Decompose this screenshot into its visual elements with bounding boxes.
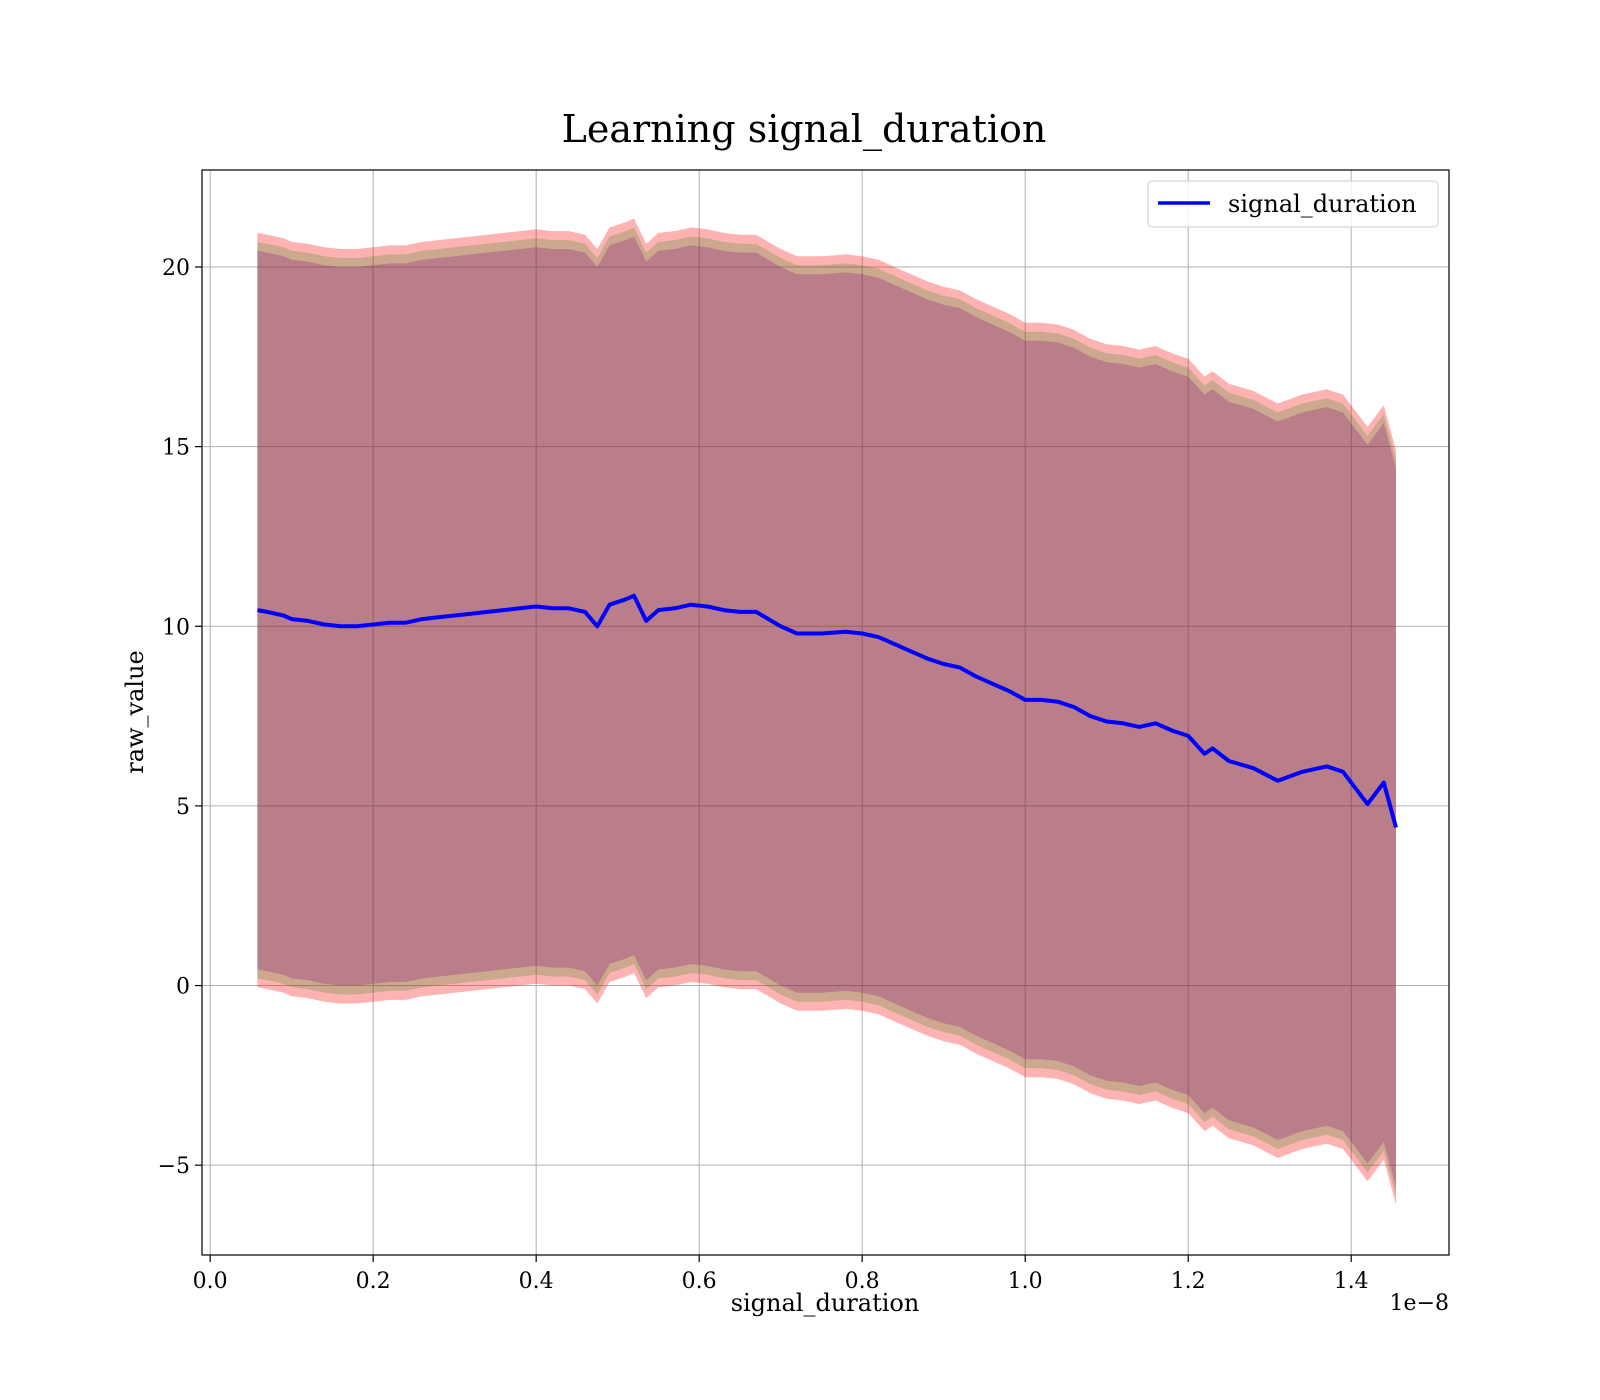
x-tick-label: 0.0 [193, 1269, 228, 1294]
x-axis-ticks: 0.0 0.2 0.4 0.6 0.8 1.0 1.2 1.4 [193, 1255, 1369, 1294]
x-tick-label: 1.4 [1334, 1269, 1369, 1294]
x-tick-label: 0.4 [519, 1269, 554, 1294]
x-tick-label: 1.0 [1008, 1269, 1043, 1294]
series-lines [257, 593, 1398, 829]
x-tick-label: 0.2 [356, 1269, 391, 1294]
legend: signal_duration [1147, 180, 1439, 228]
chart-title: Learning signal_duration [562, 107, 1047, 152]
y-tick-label: 15 [162, 436, 190, 461]
band-area [257, 236, 1396, 1187]
y-tick-label: 5 [176, 795, 190, 820]
x-tick-label: 0.8 [845, 1269, 880, 1294]
y-axis-ticks: −5 0 5 10 15 20 [158, 256, 202, 1179]
x-axis-label: signal_duration [731, 1289, 920, 1317]
axes-frame [201, 169, 1450, 1256]
x-tick-label: 0.6 [682, 1269, 717, 1294]
y-tick-label: 10 [162, 615, 190, 640]
series-line-signal-duration [257, 593, 1398, 829]
x-axis-offset-label: 1e−8 [1390, 1291, 1449, 1316]
confidence-bands [257, 218, 1396, 1205]
band-area [257, 218, 1396, 1205]
grid [202, 170, 1449, 1255]
y-tick-label: 0 [176, 975, 190, 1000]
x-tick-label: 1.2 [1171, 1269, 1206, 1294]
legend-entry-signal-duration: signal_duration [1228, 190, 1417, 218]
y-axis-label: raw_value [121, 650, 149, 774]
y-tick-label: −5 [158, 1154, 190, 1179]
plot-area [201, 169, 1450, 1256]
band-area [257, 227, 1396, 1196]
legend-box [1147, 180, 1439, 228]
y-tick-label: 20 [162, 256, 190, 281]
